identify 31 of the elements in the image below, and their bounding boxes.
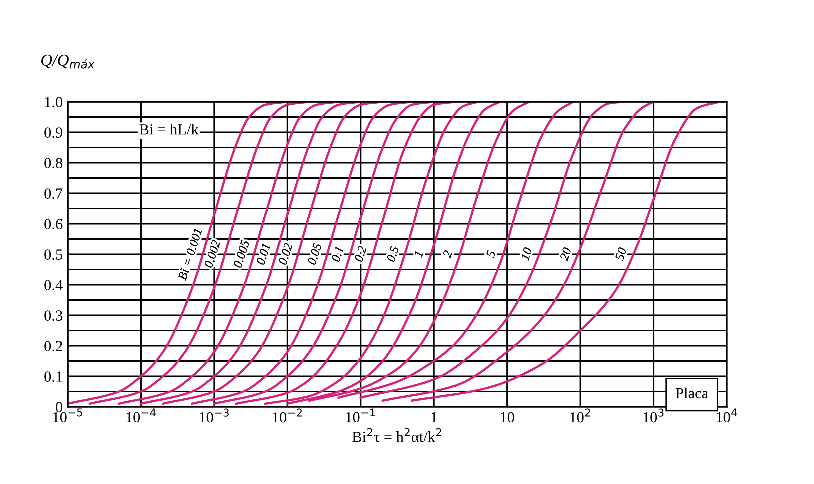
x-tick-label: 1 [432, 412, 438, 422]
x-tick-label: 10$^{2}$ [570, 408, 590, 423]
text: 0.5 [386, 246, 400, 262]
y-tick-label: 0.3 [44, 310, 63, 322]
y-tick-label: 0.5 [44, 250, 63, 260]
y-tick-label: 0.2 [44, 341, 62, 352]
text: 10 [520, 247, 532, 261]
y-tick-label: 1.0 [45, 97, 63, 108]
y-tick-label: 0.9 [44, 128, 63, 138]
text: 5 [486, 250, 496, 258]
x-tick-label: 10$^{−4}$ [126, 408, 156, 423]
y-axis-title: Q/Q$_{máx}$ [42, 54, 95, 69]
y-tick-label: 0.8 [44, 158, 63, 169]
x-tick-label: 10$^{−3}$ [200, 408, 229, 423]
text: 0.01 [256, 244, 271, 266]
x-tick-label: 10$^{4}$ [716, 408, 738, 423]
y-tick-label: 0.7 [44, 188, 63, 200]
x-tick-label: 10$^{3}$ [644, 408, 664, 423]
text: 0.05 [308, 242, 322, 266]
annotation: Bi = hL/k [140, 124, 199, 135]
x-tick-label: 10$^{−1}$ [346, 408, 376, 423]
y-tick-label: 0.4 [44, 280, 63, 291]
y-tick-label: 0.1 [44, 372, 62, 382]
y-tick-label: 0.6 [44, 219, 63, 230]
text: 50 [615, 247, 627, 262]
x-tick-label: 10$^{−2}$ [273, 408, 302, 423]
x-axis-title: Bi$^{2}$τ = h$^{2}$αt/k$^{2}$ [352, 428, 442, 442]
x-tick-label: 10 [501, 412, 514, 423]
text: 0.1 [331, 246, 344, 262]
annotation: Placa [676, 388, 708, 399]
text: 0.005 [233, 240, 250, 268]
